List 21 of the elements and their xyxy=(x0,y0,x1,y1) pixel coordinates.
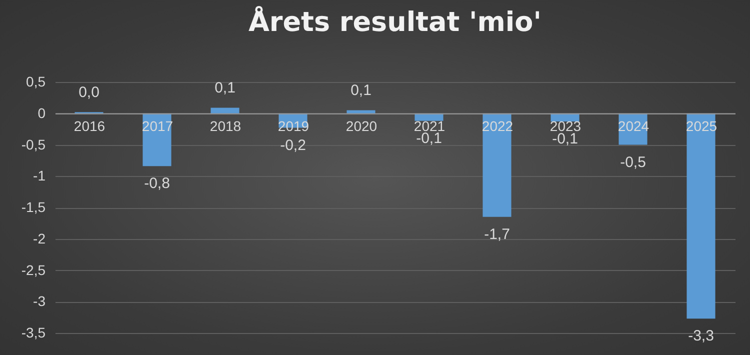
y-tick-label: -1,5 xyxy=(21,199,46,215)
y-tick-label: 0 xyxy=(38,104,46,121)
x-tick-label: 2018 xyxy=(210,118,242,134)
y-tick-label: -2 xyxy=(33,230,46,246)
y-tick-label: -2,5 xyxy=(21,262,46,278)
x-tick-label: 2016 xyxy=(74,118,106,134)
data-label: -0,5 xyxy=(620,154,646,171)
data-label: -0,2 xyxy=(280,136,306,154)
y-tick-label: -3,5 xyxy=(21,324,46,340)
chart-title: Årets resultat 'mio' xyxy=(248,5,542,38)
y-tick-label: -1 xyxy=(33,168,46,184)
data-label: 0,0 xyxy=(78,84,100,102)
y-tick-label: -3 xyxy=(33,293,46,310)
data-label: -0,8 xyxy=(144,175,170,192)
y-tick-label: 0,5 xyxy=(26,74,46,90)
data-label: 0,1 xyxy=(214,80,236,97)
data-label: -3,3 xyxy=(688,328,714,345)
x-tick-label: 2020 xyxy=(346,118,378,134)
y-tick-label: -0,5 xyxy=(21,136,46,152)
data-label: -1,7 xyxy=(484,226,510,243)
data-label: 0,1 xyxy=(350,82,372,100)
